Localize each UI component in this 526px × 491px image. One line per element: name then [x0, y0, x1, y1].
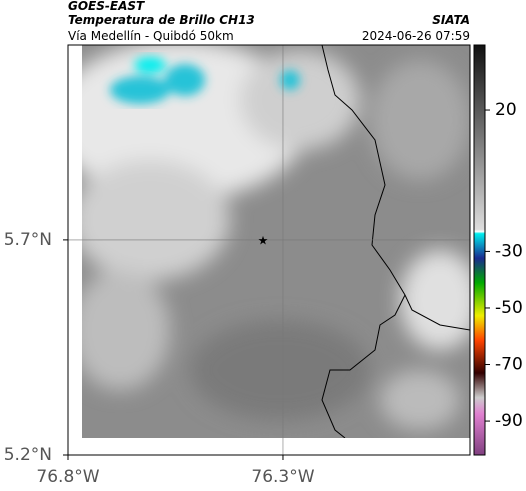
datetime: 2024-06-26 07:59: [362, 29, 470, 43]
satellite-image: [82, 45, 470, 438]
colorbar-tick-label: 20: [495, 100, 517, 120]
satellite: GOES-EAST: [68, 0, 145, 13]
region: Vía Medellín - Quibdó 50km: [68, 29, 234, 43]
source: SIATA: [432, 13, 470, 27]
colorbar-tick-label: -70: [495, 355, 523, 375]
location-marker: ★: [258, 234, 269, 248]
x-tick-label: 76.8°W: [36, 467, 99, 487]
y-tick-label: 5.7°N: [4, 230, 52, 250]
colorbar-tick-label: -50: [495, 298, 523, 318]
map-frame: [67, 44, 471, 456]
x-tick-label: 76.3°W: [251, 467, 314, 487]
product: Temperatura de Brillo CH13: [68, 13, 255, 27]
y-tick-label: 5.2°N: [4, 445, 52, 465]
colorbar: [473, 44, 486, 456]
colorbar-tick-label: -90: [495, 411, 523, 431]
colorbar-tick-label: -30: [495, 241, 523, 261]
